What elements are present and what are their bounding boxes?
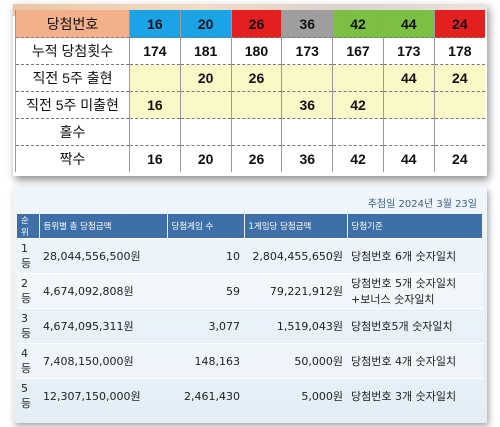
stats-cell: 26 bbox=[230, 145, 282, 172]
stats-cell: 178 bbox=[433, 37, 485, 65]
stats-row-label: 홀수 bbox=[15, 118, 130, 146]
stats-cell: 16 bbox=[129, 145, 181, 172]
stats-cell: 36 bbox=[281, 145, 333, 172]
stats-cell bbox=[129, 118, 181, 146]
prize-row: 4등 7,408,150,000원 148,163 50,000원 당첨번호 4개 숫자… bbox=[17, 343, 483, 379]
winning-numbers-header-row: 당첨번호 16 20 26 36 42 44 24 bbox=[15, 10, 485, 38]
stats-cell: 42 bbox=[332, 91, 384, 119]
stats-row-label: 직전 5주 출현 bbox=[15, 64, 130, 92]
prize-cell: 4,674,092,808원 bbox=[39, 273, 167, 309]
stats-cell bbox=[179, 91, 232, 119]
stats-cell: 26 bbox=[230, 64, 282, 92]
stats-cell: 181 bbox=[179, 37, 232, 65]
stats-row: 누적 당첨횟수 174 181 180 173 167 173 178 bbox=[15, 37, 485, 65]
prize-row: 3등 4,674,095,311원 3,077 1,519,043원 당첨번호5개 숫자… bbox=[17, 308, 483, 344]
stats-row-label: 짝수 bbox=[15, 145, 130, 172]
stats-cell: 173 bbox=[281, 37, 333, 65]
prize-row: 2등 4,674,092,808원 59 79,221,912원 당첨번호 5개 숫자일… bbox=[17, 273, 483, 309]
stats-cell: 42 bbox=[332, 145, 384, 172]
column-header: 등위별 총 당첨금액 bbox=[39, 214, 168, 239]
stats-cell: 167 bbox=[332, 37, 384, 65]
stats-cell bbox=[382, 118, 435, 146]
stats-cell: 44 bbox=[382, 145, 435, 172]
stats-cell bbox=[179, 118, 232, 146]
column-header: 순위 bbox=[17, 214, 40, 239]
prize-cell: 3,077 bbox=[167, 308, 244, 344]
prize-cell: 2등 bbox=[17, 273, 39, 309]
prize-cell: 12,307,150,000원 bbox=[39, 378, 167, 413]
stats-cell: 24 bbox=[433, 145, 485, 172]
prize-cell: 28,044,556,500원 bbox=[39, 238, 167, 274]
prize-cell: 2,461,430 bbox=[167, 378, 244, 413]
stats-cell: 16 bbox=[129, 91, 181, 119]
stats-row: 홀수 bbox=[15, 118, 485, 146]
stats-cell: 44 bbox=[382, 64, 435, 92]
prize-cell: 59 bbox=[167, 273, 244, 309]
draw-date: 추첨일 2024년 3월 23일 bbox=[367, 199, 477, 210]
stats-cell bbox=[281, 118, 333, 146]
prize-cell: 2,804,455,650원 bbox=[244, 238, 347, 274]
column-header: 당첨게임 수 bbox=[167, 214, 245, 239]
stats-cell bbox=[433, 118, 485, 146]
prize-cell: 3등 bbox=[17, 308, 39, 344]
prize-cell: 당첨번호 3개 숫자일치 bbox=[347, 378, 483, 413]
winning-number-ball: 20 bbox=[179, 10, 232, 38]
prize-cell: 79,221,912원 bbox=[244, 273, 347, 309]
prize-cell: 7,408,150,000원 bbox=[39, 343, 167, 379]
winning-number-ball: 44 bbox=[382, 10, 435, 38]
stats-cell bbox=[332, 118, 384, 146]
prize-cell: 당첨번호 5개 숫자일치 +보너스 숫자일치 bbox=[347, 273, 483, 309]
stats-cell bbox=[433, 91, 485, 119]
stats-cell: 174 bbox=[129, 37, 181, 65]
prize-cell: 148,163 bbox=[167, 343, 244, 379]
prize-cell: 5,000원 bbox=[244, 378, 347, 413]
stats-cell: 180 bbox=[230, 37, 282, 65]
prize-cell: 1등 bbox=[17, 238, 39, 274]
prize-table: 순위 등위별 총 당첨금액 당첨게임 수 1게임당 당첨금액 당첨기준 1등 28,044… bbox=[17, 214, 483, 413]
winning-number-ball: 36 bbox=[281, 10, 333, 38]
winning-number-ball: 24 bbox=[433, 10, 485, 38]
stats-cell: 20 bbox=[179, 145, 232, 172]
stats-cell: 36 bbox=[281, 91, 333, 119]
stats-cell bbox=[230, 118, 282, 146]
stats-row-label: 누적 당첨횟수 bbox=[15, 37, 130, 65]
prize-table-header: 순위 등위별 총 당첨금액 당첨게임 수 1게임당 당첨금액 당첨기준 bbox=[17, 214, 483, 239]
stats-cell bbox=[382, 91, 435, 119]
prize-panel: 추첨일 2024년 3월 23일 순위 등위별 총 당첨금액 당첨게임 수 1게임당 … bbox=[13, 187, 487, 423]
prize-cell: 4,674,095,311원 bbox=[39, 308, 167, 344]
prize-row: 5등 12,307,150,000원 2,461,430 5,000원 당첨번호 3개 … bbox=[17, 378, 483, 413]
winning-number-ball: 42 bbox=[332, 10, 384, 38]
stats-cell: 173 bbox=[382, 37, 435, 65]
stats-cell bbox=[230, 91, 282, 119]
winning-number-ball: 16 bbox=[129, 10, 181, 38]
stats-row-label: 직전 5주 미출현 bbox=[15, 91, 130, 119]
stats-cell bbox=[129, 64, 181, 92]
stats-cell bbox=[332, 64, 384, 92]
prize-cell: 50,000원 bbox=[244, 343, 347, 379]
stats-cell: 20 bbox=[179, 64, 232, 92]
prize-cell: 당첨번호 6개 숫자일치 bbox=[347, 238, 483, 274]
stats-cell bbox=[281, 64, 333, 92]
prize-cell: 당첨번호 4개 숫자일치 bbox=[347, 343, 483, 379]
column-header: 1게임당 당첨금액 bbox=[244, 214, 348, 239]
prize-cell: 1,519,043원 bbox=[244, 308, 347, 344]
prize-cell: 5등 bbox=[17, 378, 39, 413]
stats-row: 직전 5주 미출현 16 36 42 bbox=[15, 91, 485, 119]
stats-cell: 24 bbox=[433, 64, 485, 92]
stats-row: 직전 5주 출현 20 26 44 24 bbox=[15, 64, 485, 92]
header-label: 당첨번호 bbox=[15, 10, 130, 38]
winning-numbers-table: 당첨번호 16 20 26 36 42 44 24 누적 당첨횟수 174 181 180 173 167… bbox=[15, 10, 485, 172]
prize-cell: 당첨번호5개 숫자일치 bbox=[347, 308, 483, 344]
winning-number-ball: 26 bbox=[230, 10, 282, 38]
prize-cell: 10 bbox=[167, 238, 244, 274]
stats-row: 짝수 16 20 26 36 42 44 24 bbox=[15, 145, 485, 172]
prize-cell: 4등 bbox=[17, 343, 39, 379]
winning-numbers-card: 당첨번호 16 20 26 36 42 44 24 누적 당첨횟수 174 181 180 173 167… bbox=[13, 4, 487, 176]
prize-row: 1등 28,044,556,500원 10 2,804,455,650원 당첨번호 6개… bbox=[17, 238, 483, 274]
column-header: 당첨기준 bbox=[347, 214, 483, 239]
